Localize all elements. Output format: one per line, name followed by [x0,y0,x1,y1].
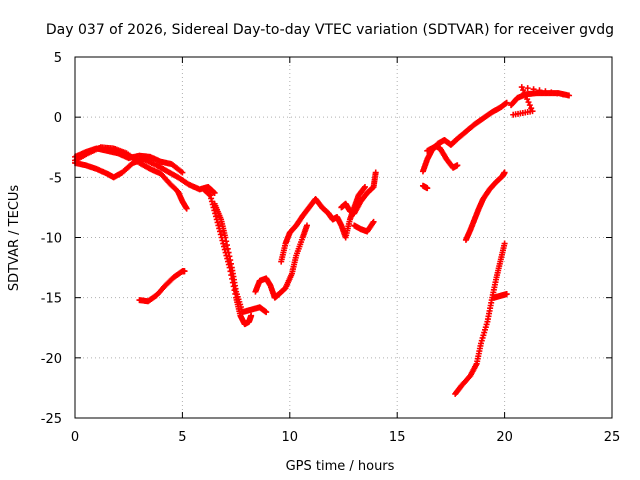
data-point [520,87,527,94]
y-tick-label: -25 [41,412,62,427]
data-point [223,238,230,245]
data-point [522,93,529,100]
data-point [518,84,525,91]
data-point [524,85,531,92]
y-tick-label: -20 [41,352,62,367]
data-point [370,218,377,225]
series-arc-9 [338,169,379,217]
data-point [224,245,231,252]
data-point [179,169,186,176]
data-point [454,162,461,169]
data-point [526,102,533,109]
data-point [226,253,233,260]
y-axis-label: SDTVAR / TECUs [7,185,22,292]
data-point [560,91,567,98]
data-point [208,195,215,202]
series-arc-4 [136,268,188,305]
data-point [536,87,543,94]
data-point [263,309,270,316]
series-arc-2 [72,156,218,196]
series-arc-8 [278,183,368,265]
data-point [424,185,431,192]
data-point [501,240,508,247]
data-point [554,90,561,97]
data-point [510,111,517,118]
data-point [521,90,528,97]
y-tick-label: 0 [54,111,62,126]
series-arc-14 [508,84,573,118]
series-arc-17 [490,291,510,301]
data-point [223,242,230,249]
data-point [303,222,310,229]
chart-title: Day 037 of 2026, Sidereal Day-to-day VTE… [46,22,614,38]
x-tick-label: 5 [178,430,186,445]
x-tick-label: 25 [604,430,621,445]
data-point [181,268,188,275]
data-point [528,105,535,112]
series-arc-7 [252,222,310,301]
data-point [248,312,255,319]
data-points [72,84,573,397]
data-point [503,99,510,106]
series-arc-3 [72,144,190,212]
data-point [548,89,555,96]
data-point [361,183,368,190]
x-tick-label: 10 [282,430,299,445]
series-arc-6 [211,200,270,316]
data-point [211,189,218,196]
y-tick-label: -5 [49,171,62,186]
axis-ticks: 0 5 10 15 20 25 5 0 -5 -10 -15 -20 -25 [41,51,621,445]
data-point [372,169,379,176]
series-arc-16 [452,240,508,397]
y-tick-label: -10 [41,232,62,247]
x-axis-label: GPS time / hours [286,459,395,474]
data-point [361,185,368,192]
y-tick-label: 5 [54,51,62,66]
series-arc-11 [419,99,510,175]
data-point [566,92,573,99]
data-point [542,88,549,95]
data-point [227,257,234,264]
data-point [222,234,229,241]
y-tick-label: -15 [41,292,62,307]
data-point [524,96,531,103]
series-arc-13 [419,182,431,192]
series-arc-12 [424,143,461,171]
series-arc-10 [351,218,377,235]
series-arc-15 [462,169,508,243]
data-point [183,205,190,212]
x-tick-label: 15 [389,430,406,445]
x-tick-label: 0 [71,430,79,445]
data-point [525,99,532,106]
data-point [207,192,214,199]
data-point [227,260,234,267]
data-point [530,86,537,93]
x-tick-label: 20 [496,430,513,445]
data-point [503,291,510,298]
data-point [501,169,508,176]
data-point [225,249,232,256]
